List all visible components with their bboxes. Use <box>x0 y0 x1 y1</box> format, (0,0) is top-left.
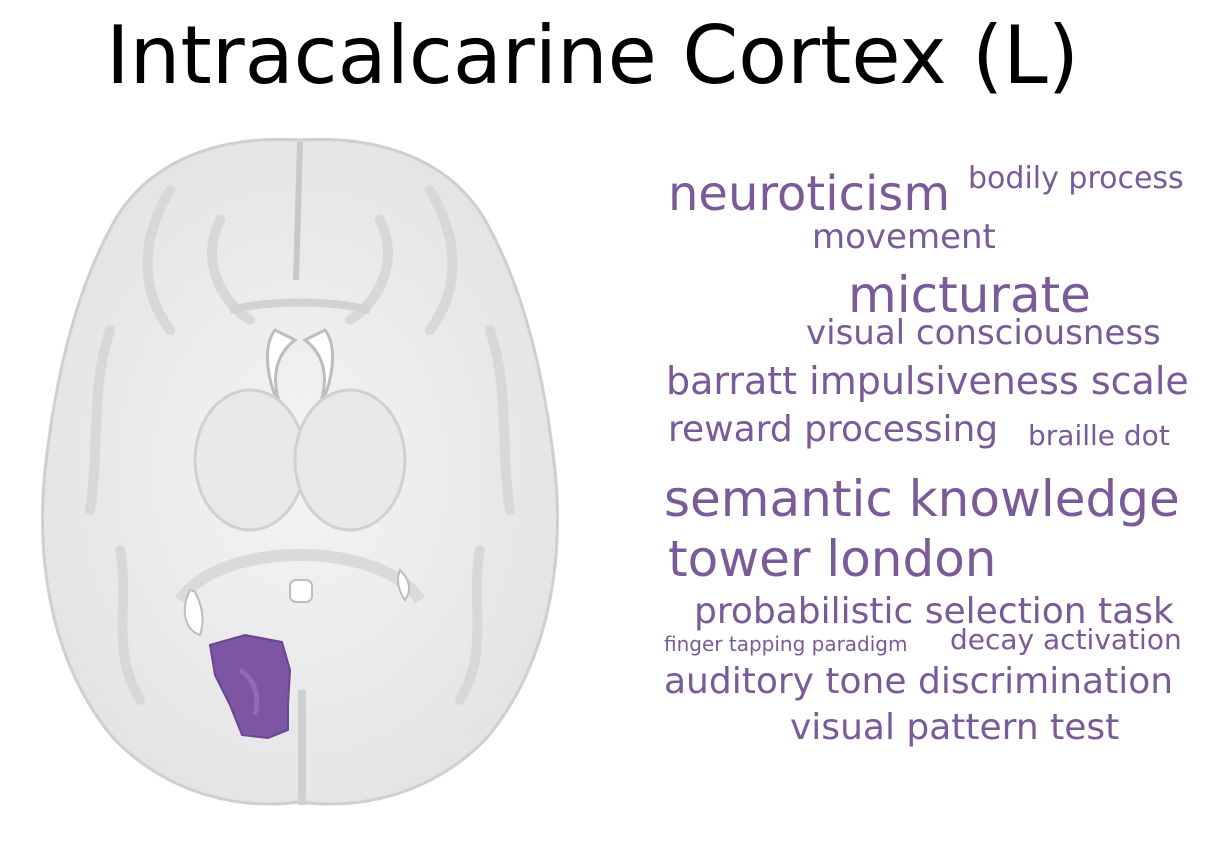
occipital-horn-right <box>396 568 411 602</box>
midline-fissure <box>293 141 303 281</box>
word-semantic-knowledge: semantic knowledge <box>664 470 1180 528</box>
word-tower-london: tower london <box>668 530 997 588</box>
axial-brain-slice <box>41 137 559 806</box>
figure-title: Intracalcarine Cortex (L) <box>106 9 1079 102</box>
word-auditory-tone-discrimination: auditory tone discrimination <box>664 661 1174 702</box>
word-movement: movement <box>812 217 996 257</box>
word-visual-consciousness: visual consciousness <box>806 313 1161 353</box>
word-reward-processing: reward processing <box>668 409 999 450</box>
word-finger-tapping-paradigm: finger tapping paradigm <box>664 632 908 656</box>
intracalcarine-region <box>208 633 292 740</box>
word-visual-pattern-test: visual pattern test <box>790 707 1120 748</box>
word-decay-activation: decay activation <box>950 623 1182 656</box>
occipital-horn-left <box>183 588 204 637</box>
word-barratt-impulsiveness-scale: barratt impulsiveness scale <box>666 359 1189 403</box>
word-bodily-process: bodily process <box>968 161 1184 196</box>
word-micturate: micturate <box>848 266 1091 324</box>
word-braille-dot: braille dot <box>1028 419 1170 452</box>
term-word-cloud: neuroticism bodily process movement mict… <box>650 150 1210 770</box>
word-neuroticism: neuroticism <box>668 166 951 222</box>
word-probabilistic-selection-task: probabilistic selection task <box>694 591 1174 632</box>
